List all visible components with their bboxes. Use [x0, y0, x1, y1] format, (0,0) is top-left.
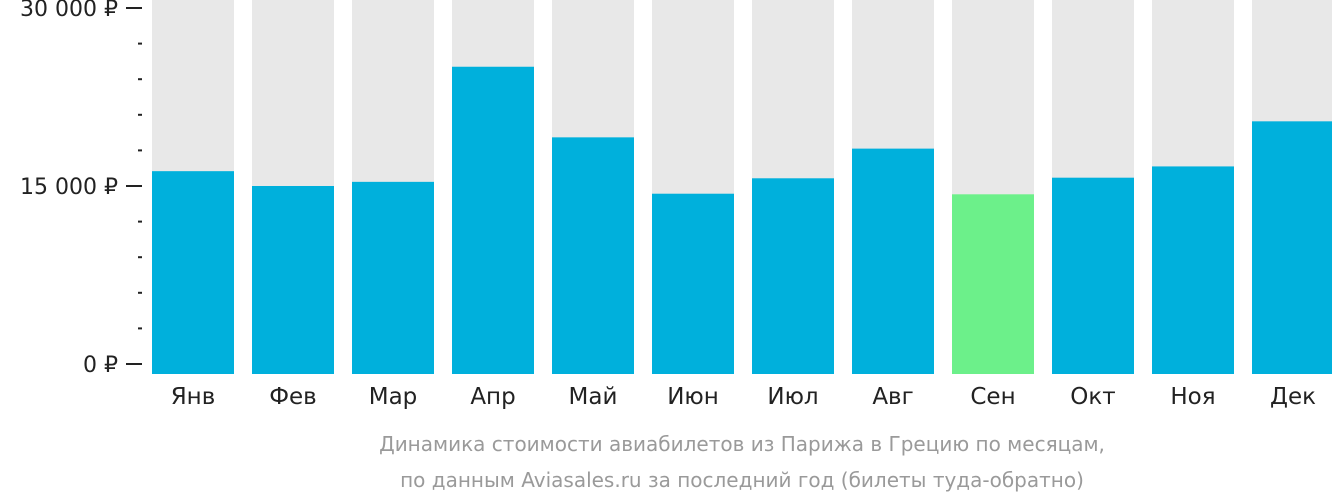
chart-caption-line-1: Динамика стоимости авиабилетов из Парижа… — [379, 432, 1105, 456]
bar-6 — [652, 193, 734, 374]
bar-2 — [252, 186, 334, 374]
chart-caption-line-2: по данным Aviasales.ru за последний год … — [400, 468, 1084, 492]
y-tick-label: 0 ₽ — [83, 353, 118, 378]
x-tick-label: Ноя — [1170, 384, 1215, 410]
bar-7 — [752, 178, 834, 374]
x-tick-label: Дек — [1270, 384, 1316, 410]
bar-4 — [452, 66, 534, 375]
bar-11 — [1152, 166, 1234, 374]
x-axis: Янв Фев Мар Апр Май Июн Июл Авг Сен Окт Ноя Дек — [171, 384, 1316, 410]
y-tick-label: 30 000 ₽ — [20, 0, 118, 22]
bar-3 — [352, 181, 434, 374]
x-tick-label: Фев — [269, 384, 317, 410]
x-tick-label: Июл — [767, 384, 818, 410]
x-tick-label: Авг — [872, 384, 913, 410]
x-tick-label: Май — [569, 384, 618, 410]
x-tick-label: Апр — [470, 384, 515, 410]
x-tick-label: Мар — [369, 384, 418, 410]
x-tick-label: Июн — [667, 384, 719, 410]
y-axis: 0 ₽ 15 000 ₽ 30 000 ₽ — [20, 0, 142, 378]
price-bar-chart: 0 ₽ 15 000 ₽ 30 000 ₽ Янв Фев Мар Апр Май Июн Ию… — [20, 0, 1332, 410]
bar-1 — [152, 171, 234, 374]
x-tick-label: Окт — [1070, 384, 1115, 410]
bar-12 — [1252, 121, 1332, 375]
bar-10 — [1052, 177, 1134, 374]
bar-5 — [552, 137, 634, 374]
x-tick-label: Сен — [970, 384, 1015, 410]
y-tick-label: 15 000 ₽ — [20, 175, 118, 200]
bars — [152, 66, 1332, 375]
x-tick-label: Янв — [171, 384, 216, 410]
bar-8 — [852, 148, 934, 374]
bar-9 — [952, 194, 1034, 374]
